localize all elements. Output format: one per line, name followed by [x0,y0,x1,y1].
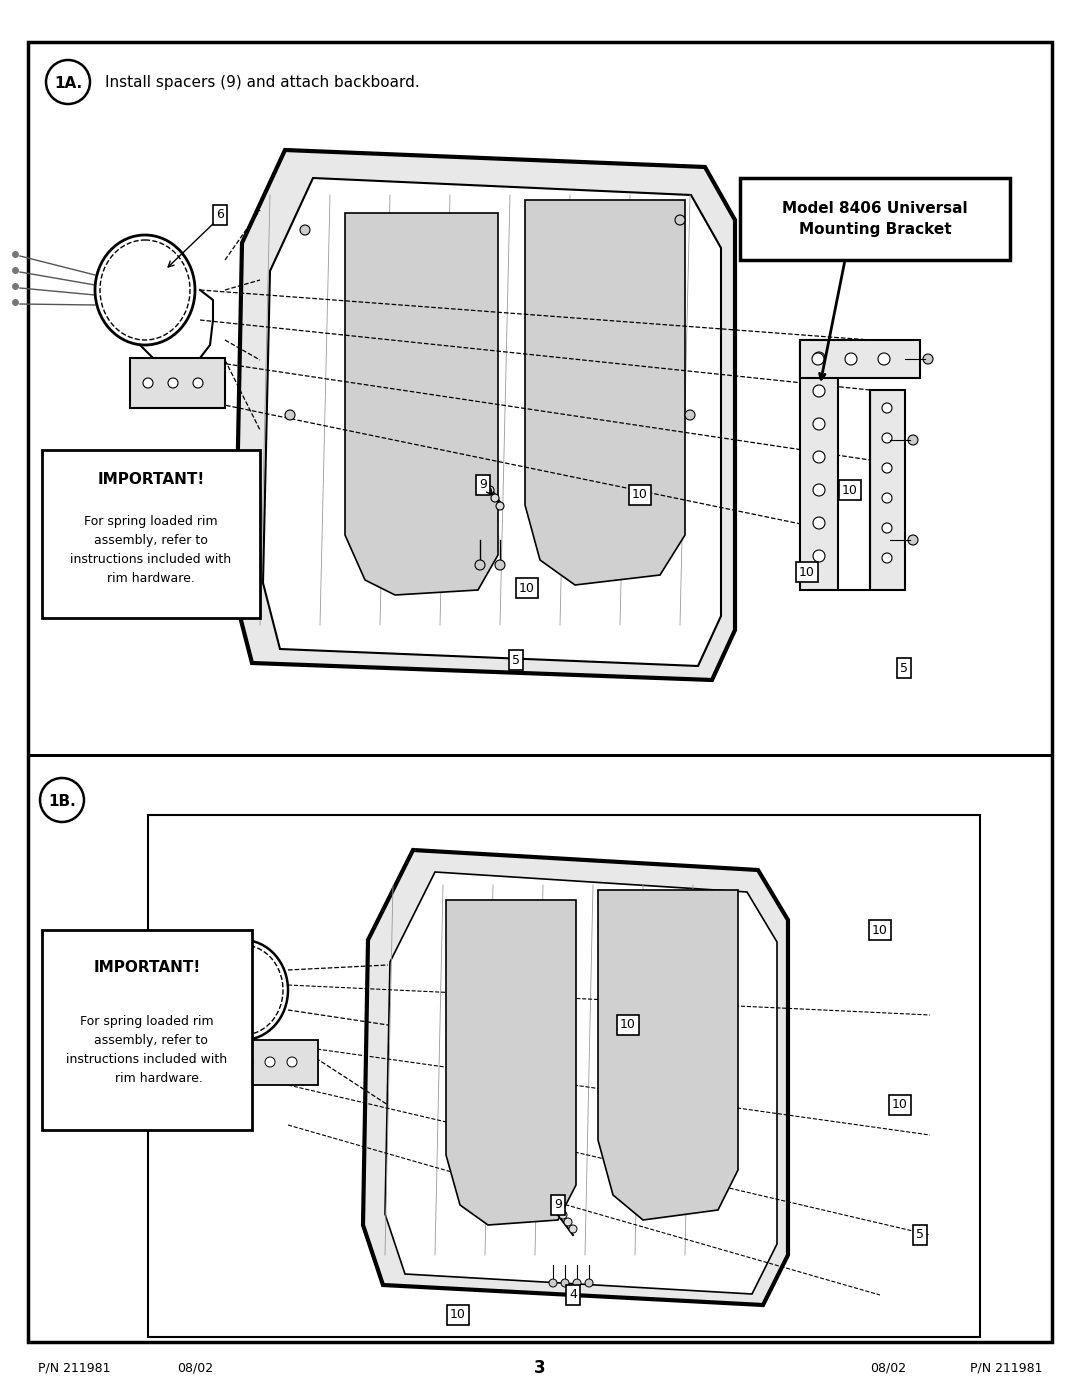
Circle shape [585,1280,593,1287]
Text: 10: 10 [799,566,815,578]
Text: Model 8406 Universal
Mounting Bracket: Model 8406 Universal Mounting Bracket [782,201,968,237]
Circle shape [168,379,178,388]
Circle shape [908,434,918,446]
Bar [28,42,1052,754]
Text: 5: 5 [512,654,519,666]
Text: 3: 3 [535,1359,545,1377]
Circle shape [569,1225,577,1234]
Circle shape [685,409,696,420]
Bar [740,177,1010,260]
Text: 10: 10 [450,1309,465,1322]
Bar [233,1039,318,1085]
Bar [42,930,252,1130]
Bar [800,339,838,590]
PathPatch shape [363,849,788,1305]
Circle shape [882,553,892,563]
Bar [148,814,980,1337]
Circle shape [923,353,933,365]
Text: 10: 10 [872,923,888,936]
Circle shape [878,353,890,365]
Circle shape [812,353,824,365]
Text: 1B.: 1B. [49,793,76,809]
Text: 5: 5 [916,1228,924,1242]
Circle shape [265,1058,275,1067]
Circle shape [287,1058,297,1067]
Text: IMPORTANT!: IMPORTANT! [93,961,201,975]
Text: 08/02: 08/02 [869,1362,906,1375]
PathPatch shape [384,872,777,1294]
Circle shape [908,535,918,545]
Circle shape [491,495,499,502]
Text: 6: 6 [216,208,224,222]
Text: 9: 9 [554,1199,562,1211]
Bar [870,390,905,590]
Text: 4: 4 [569,1288,577,1302]
Circle shape [813,451,825,462]
Circle shape [813,386,825,397]
PathPatch shape [598,890,738,1220]
Circle shape [475,560,485,570]
Text: P/N 211981: P/N 211981 [970,1362,1042,1375]
Text: Install spacers (9) and attach backboard.: Install spacers (9) and attach backboard… [105,75,420,91]
Text: 10: 10 [892,1098,908,1112]
Circle shape [813,352,825,365]
Circle shape [813,550,825,562]
Circle shape [564,1218,572,1227]
Text: For spring loaded rim
  assembly, refer to
instructions included with
      rim : For spring loaded rim assembly, refer to… [67,1016,228,1085]
Circle shape [193,379,203,388]
Circle shape [561,1280,569,1287]
Text: 5: 5 [900,662,908,675]
Circle shape [882,493,892,503]
Circle shape [882,433,892,443]
Circle shape [675,215,685,225]
Circle shape [882,522,892,534]
Circle shape [495,560,505,570]
Text: P/N 211981: P/N 211981 [38,1362,110,1375]
Bar [800,339,920,379]
PathPatch shape [446,900,576,1225]
Text: IMPORTANT!: IMPORTANT! [97,472,204,488]
Text: 9: 9 [480,479,487,492]
Text: 10: 10 [632,489,648,502]
PathPatch shape [235,149,735,680]
Circle shape [143,379,153,388]
Circle shape [300,225,310,235]
PathPatch shape [345,212,498,595]
Text: 1A.: 1A. [54,75,82,91]
Circle shape [559,1211,567,1220]
Bar [42,450,260,617]
Circle shape [496,502,504,510]
Text: 10: 10 [620,1018,636,1031]
Circle shape [882,462,892,474]
Circle shape [845,353,858,365]
Circle shape [882,402,892,414]
Circle shape [813,483,825,496]
Text: 10: 10 [519,581,535,595]
Circle shape [813,418,825,430]
Text: For spring loaded rim
assembly, refer to
instructions included with
rim hardware: For spring loaded rim assembly, refer to… [70,515,231,585]
Circle shape [549,1280,557,1287]
Circle shape [285,409,295,420]
Circle shape [813,517,825,529]
Circle shape [243,1058,253,1067]
Bar [130,358,225,408]
Text: 08/02: 08/02 [177,1362,213,1375]
Circle shape [573,1280,581,1287]
PathPatch shape [264,177,721,666]
Text: 10: 10 [842,483,858,496]
PathPatch shape [525,200,685,585]
Circle shape [486,486,494,495]
